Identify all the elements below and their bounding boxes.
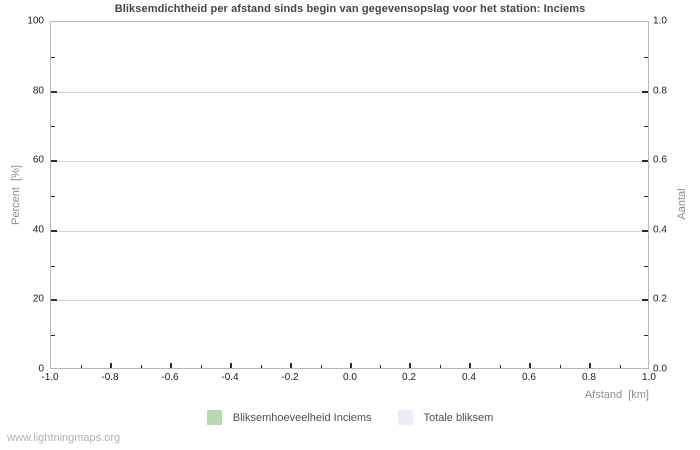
y-tick-label-left: 40 — [32, 224, 44, 236]
y-minor-tick-left — [51, 57, 55, 58]
legend-item: Bliksemhoeveelheid Inciems — [206, 410, 372, 425]
y-major-tick-right — [642, 91, 648, 93]
x-minor-tick — [141, 365, 142, 368]
y-tick-label-right: 0.2 — [653, 293, 667, 305]
legend-label: Totale bliksem — [423, 411, 494, 424]
x-major-tick — [350, 363, 352, 368]
legend: Bliksemhoeveelheid Inciems Totale bliksem — [0, 410, 700, 425]
x-major-tick — [170, 363, 172, 368]
y-major-tick-left — [51, 299, 57, 301]
y-tick-label-left: 80 — [32, 85, 44, 97]
watermark-text: www.lightningmaps.org — [7, 432, 121, 444]
x-minor-tick — [500, 365, 501, 368]
y-minor-tick-left — [51, 126, 55, 127]
y-major-tick-right — [642, 299, 648, 301]
x-tick-label: -0.6 — [161, 372, 179, 383]
x-minor-tick — [321, 365, 322, 368]
x-axis-label: Afstand [km] — [584, 389, 649, 401]
y-tick-label-right: 0.4 — [653, 224, 667, 236]
legend-item: Totale bliksem — [397, 410, 494, 425]
x-major-tick — [110, 363, 112, 368]
x-major-tick — [589, 363, 591, 368]
y-major-tick-left — [51, 160, 57, 162]
y-tick-label-right: 0.8 — [653, 85, 667, 97]
x-tick-label: -0.8 — [101, 372, 119, 383]
x-tick-label: -0.4 — [221, 372, 239, 383]
gridline-y — [51, 161, 648, 162]
y-major-tick-left — [51, 91, 57, 93]
legend-swatch — [397, 410, 413, 425]
y-minor-tick-right — [644, 335, 648, 336]
x-tick-label: 0.0 — [343, 372, 357, 383]
plot-area — [50, 21, 649, 369]
y-major-tick-right — [642, 230, 648, 232]
legend-label: Bliksemhoeveelheid Inciems — [232, 411, 372, 424]
x-major-tick — [290, 363, 292, 368]
x-major-tick — [469, 363, 471, 368]
x-minor-tick — [81, 365, 82, 368]
gridline-y — [51, 92, 648, 93]
gridline-y — [51, 231, 648, 232]
y-minor-tick-right — [644, 266, 648, 267]
y-minor-tick-right — [644, 57, 648, 58]
y-axis-label-left: Percent [%] — [10, 165, 22, 225]
x-major-tick — [529, 363, 531, 368]
x-tick-label: 0.4 — [462, 372, 476, 383]
y-minor-tick-right — [644, 126, 648, 127]
y-tick-label-right: 0.0 — [653, 363, 667, 375]
x-major-tick — [230, 363, 232, 368]
x-minor-tick — [440, 365, 441, 368]
x-minor-tick — [380, 365, 381, 368]
x-tick-label: -0.2 — [281, 372, 299, 383]
x-minor-tick — [560, 365, 561, 368]
legend-swatch — [206, 410, 222, 425]
x-tick-label: 0.2 — [402, 372, 416, 383]
y-axis-label-right: Aantal — [676, 188, 688, 220]
y-tick-label-left: 20 — [32, 293, 44, 305]
y-tick-label-right: 0.6 — [653, 154, 667, 166]
y-tick-label-right: 1.0 — [653, 15, 667, 27]
y-tick-label-left: 60 — [32, 154, 44, 166]
y-minor-tick-left — [51, 196, 55, 197]
gridline-y — [51, 300, 648, 301]
y-major-tick-left — [51, 230, 57, 232]
chart-title: Bliksemdichtheid per afstand sinds begin… — [114, 3, 586, 15]
x-minor-tick — [261, 365, 262, 368]
y-tick-label-left: 100 — [27, 15, 44, 27]
x-tick-label: 0.6 — [522, 372, 536, 383]
x-tick-label: 1.0 — [642, 372, 656, 383]
x-major-tick — [409, 363, 411, 368]
y-minor-tick-right — [644, 196, 648, 197]
y-tick-label-left: 0 — [38, 363, 44, 375]
y-minor-tick-left — [51, 335, 55, 336]
y-minor-tick-left — [51, 266, 55, 267]
x-tick-label: -1.0 — [41, 372, 59, 383]
x-minor-tick — [201, 365, 202, 368]
y-major-tick-right — [642, 160, 648, 162]
x-minor-tick — [620, 365, 621, 368]
x-tick-label: 0.8 — [582, 372, 596, 383]
